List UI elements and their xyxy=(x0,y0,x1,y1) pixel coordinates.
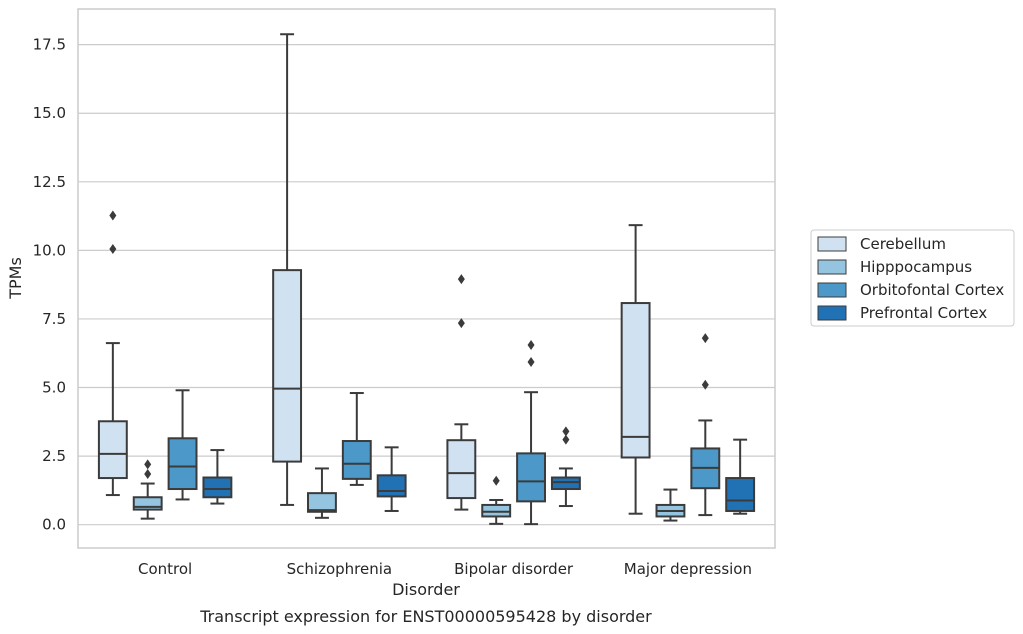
box-orbitofontal-cortex xyxy=(690,333,721,517)
y-tick-label: 7.5 xyxy=(42,310,66,328)
box-plot-series xyxy=(97,33,756,526)
y-tick-label: 5.0 xyxy=(42,379,66,397)
box-cerebellum xyxy=(272,33,303,506)
legend-swatch xyxy=(817,259,847,275)
box-iqr xyxy=(550,476,581,491)
outlier-point xyxy=(701,379,709,390)
x-tick-label: Bipolar disorder xyxy=(454,560,574,578)
y-tick-label: 2.5 xyxy=(42,447,66,465)
x-axis-title: Disorder xyxy=(392,580,460,599)
y-tick-label: 10.0 xyxy=(33,241,66,259)
box-cerebellum xyxy=(97,210,128,497)
y-tick-label: 0.0 xyxy=(42,516,66,534)
legend-label: Cerebellum xyxy=(860,235,946,253)
y-tick-label: 15.0 xyxy=(33,104,66,122)
chart-caption: Transcript expression for ENST0000059542… xyxy=(199,607,652,626)
y-tick-label: 12.5 xyxy=(33,173,66,191)
outlier-point xyxy=(701,333,709,344)
outlier-point xyxy=(144,468,152,479)
outlier-point xyxy=(457,274,465,285)
outlier-point xyxy=(457,318,465,329)
legend-swatch xyxy=(817,236,847,252)
box-prefrontal-cortex xyxy=(202,449,233,505)
box-cerebellum xyxy=(620,224,651,515)
outlier-point xyxy=(109,210,117,221)
x-axis-ticks: Control Schizophrenia Bipolar disorder Majo… xyxy=(138,560,752,578)
box-iqr xyxy=(725,477,756,512)
y-axis-ticks: 0.0 2.5 5.0 7.5 10.0 12.5 15.0 17.5 xyxy=(33,36,66,534)
outlier-point xyxy=(527,357,535,368)
box-hipppocampus xyxy=(132,459,163,520)
box-prefrontal-cortex xyxy=(376,446,407,512)
y-tick-label: 17.5 xyxy=(33,36,66,54)
outlier-point xyxy=(144,459,152,470)
box-iqr xyxy=(272,269,303,463)
box-hipppocampus xyxy=(307,467,337,519)
box-iqr xyxy=(481,503,512,518)
legend: Cerebellum Hipppocampus Orbitofontal Corte… xyxy=(810,229,1015,327)
box-orbitofontal-cortex xyxy=(167,389,198,501)
box-iqr xyxy=(516,452,546,503)
legend-swatch xyxy=(817,305,847,321)
box-hipppocampus xyxy=(655,488,686,522)
box-orbitofontal-cortex xyxy=(341,392,372,486)
y-axis-title: TPMs xyxy=(6,257,25,300)
box-hipppocampus xyxy=(481,475,512,525)
outlier-point xyxy=(562,426,570,437)
box-iqr xyxy=(167,437,198,491)
box-iqr xyxy=(97,420,128,480)
box-iqr xyxy=(307,492,337,513)
box-iqr xyxy=(341,440,372,480)
legend-label: Orbitofontal Cortex xyxy=(860,281,1004,299)
box-orbitofontal-cortex xyxy=(516,340,546,526)
plot-frame xyxy=(77,8,776,549)
box-iqr xyxy=(202,476,233,499)
outlier-point xyxy=(492,475,500,486)
legend-swatch xyxy=(817,282,847,298)
box-prefrontal-cortex xyxy=(550,426,581,508)
outlier-point xyxy=(527,340,535,351)
x-tick-label: Major depression xyxy=(624,560,752,578)
box-iqr xyxy=(446,439,477,500)
box-iqr xyxy=(376,474,407,498)
box-iqr xyxy=(620,302,651,459)
legend-frame xyxy=(810,229,1015,327)
box-prefrontal-cortex xyxy=(725,438,756,515)
x-tick-label: Schizophrenia xyxy=(287,560,392,578)
outlier-point xyxy=(562,434,570,445)
legend-label: Prefrontal Cortex xyxy=(860,304,987,322)
legend-label: Hipppocampus xyxy=(860,258,972,276)
box-cerebellum xyxy=(446,274,477,511)
outlier-point xyxy=(109,244,117,255)
x-tick-label: Control xyxy=(138,560,192,578)
legend-items: Cerebellum Hipppocampus Orbitofontal Corte… xyxy=(817,235,1004,322)
